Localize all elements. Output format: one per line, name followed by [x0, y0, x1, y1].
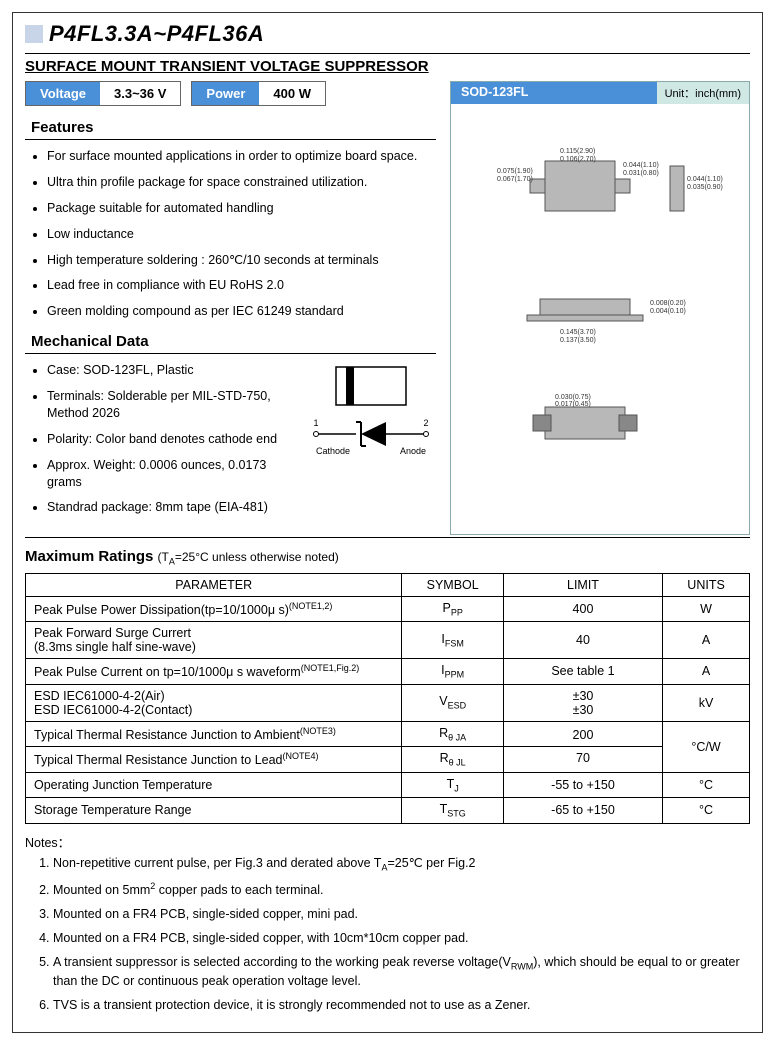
svg-text:0.044(1.10): 0.044(1.10): [687, 176, 723, 183]
svg-text:0.044(1.10): 0.044(1.10): [623, 162, 659, 169]
svg-text:0.106(2.70): 0.106(2.70): [560, 156, 596, 163]
svg-text:0.145(3.70): 0.145(3.70): [560, 329, 596, 336]
package-drawings: 0.115(2.90) 0.106(2.70) 0.075(1.90) 0.06…: [451, 104, 749, 484]
table-row: Storage Temperature Range TSTG -65 to +1…: [26, 798, 750, 824]
table-row: Typical Thermal Resistance Junction to A…: [26, 721, 750, 772]
section-divider: [25, 537, 750, 538]
note-item: Mounted on a FR4 PCB, single-sided coppe…: [53, 906, 750, 923]
package-unit: Unit：inch(mm): [657, 82, 749, 104]
col-units: UNITS: [663, 573, 750, 596]
table-row: Peak Pulse Power Dissipation(tp=10/1000μ…: [26, 596, 750, 622]
max-ratings-text: Maximum Ratings: [25, 548, 153, 565]
package-side-view-icon: 0.145(3.70) 0.137(3.50) 0.008(0.20) 0.00…: [465, 279, 735, 349]
power-value: 400 W: [259, 82, 325, 105]
pin1-label: 1: [313, 418, 318, 428]
feature-item: For surface mounted applications in orde…: [47, 148, 436, 165]
note-item: A transient suppressor is selected accor…: [53, 954, 750, 990]
note-item: Mounted on 5mm2 copper pads to each term…: [53, 880, 750, 899]
mech-item: Standrad package: 8mm tape (EIA-481): [47, 499, 298, 516]
power-chip: Power 400 W: [191, 81, 326, 106]
feature-item: Low inductance: [47, 226, 436, 243]
max-ratings-cond: (TA=25°C unless otherwise noted): [158, 550, 339, 564]
svg-text:0.030(0.75): 0.030(0.75): [555, 394, 591, 401]
feature-item: High temperature soldering : 260℃/10 sec…: [47, 252, 436, 269]
note-item: Mounted on a FR4 PCB, single-sided coppe…: [53, 930, 750, 947]
svg-text:0.017(0.45): 0.017(0.45): [555, 401, 591, 408]
table-row: Peak Forward Surge Currert (8.3ms single…: [26, 622, 750, 659]
mech-item: Polarity: Color band denotes cathode end: [47, 431, 298, 448]
mechanical-list: Case: SOD-123FL, Plastic Terminals: Sold…: [25, 362, 298, 525]
col-limit: LIMIT: [503, 573, 662, 596]
note-item: Non-repetitive current pulse, per Fig.3 …: [53, 855, 750, 874]
datasheet-page: P4FL3.3A~P4FL36A SURFACE MOUNT TRANSIENT…: [12, 12, 763, 1033]
svg-text:0.115(2.90): 0.115(2.90): [560, 148, 595, 155]
package-header: SOD-123FL Unit：inch(mm): [451, 82, 749, 104]
package-pad-view-icon: 0.030(0.75) 0.017(0.45): [465, 387, 735, 457]
mechanical-heading: Mechanical Data: [25, 330, 436, 354]
max-ratings-title: Maximum Ratings (TA=25°C unless otherwis…: [25, 548, 750, 566]
col-symbol: SYMBOL: [402, 573, 503, 596]
package-outline-box: SOD-123FL Unit：inch(mm) 0.115(2.90) 0.10…: [450, 81, 750, 535]
voltage-label: Voltage: [26, 82, 100, 105]
anode-label: Anode: [400, 446, 426, 456]
voltage-chip: Voltage 3.3~36 V: [25, 81, 181, 106]
svg-text:0.137(3.50): 0.137(3.50): [560, 337, 596, 344]
notes-list: Non-repetitive current pulse, per Fig.3 …: [25, 855, 750, 1014]
subtitle: SURFACE MOUNT TRANSIENT VOLTAGE SUPPRESS…: [25, 58, 750, 75]
title-square-icon: [25, 25, 43, 43]
table-row: Operating Junction Temperature TJ -55 to…: [26, 772, 750, 798]
svg-text:0.075(1.90): 0.075(1.90): [497, 168, 533, 175]
svg-text:0.031(0.80): 0.031(0.80): [623, 170, 659, 177]
mech-item: Terminals: Solderable per MIL-STD-750, M…: [47, 388, 298, 422]
left-column: Voltage 3.3~36 V Power 400 W Features Fo…: [25, 81, 436, 535]
title-divider: [25, 53, 750, 54]
cathode-label: Cathode: [316, 446, 350, 456]
voltage-value: 3.3~36 V: [100, 82, 180, 105]
notes-heading: Notes：: [25, 832, 750, 851]
features-list: For surface mounted applications in orde…: [25, 148, 436, 320]
pin2-label: 2: [423, 418, 428, 428]
power-label: Power: [192, 82, 259, 105]
table-row: ESD IEC61000-4-2(Air) ESD IEC61000-4-2(C…: [26, 684, 750, 721]
feature-item: Ultra thin profile package for space con…: [47, 174, 436, 191]
part-number: P4FL3.3A~P4FL36A: [49, 21, 264, 47]
feature-item: Green molding compound as per IEC 61249 …: [47, 303, 436, 320]
feature-item: Package suitable for automated handling: [47, 200, 436, 217]
svg-text:0.008(0.20): 0.008(0.20): [650, 300, 686, 307]
package-name: SOD-123FL: [451, 82, 657, 104]
col-parameter: PARAMETER: [26, 573, 402, 596]
diode-symbol-icon: 1 2 Cathode Anode: [306, 362, 436, 472]
feature-item: Lead free in compliance with EU RoHS 2.0: [47, 277, 436, 294]
svg-text:0.035(0.90): 0.035(0.90): [687, 184, 723, 191]
features-heading: Features: [25, 116, 436, 140]
table-row: Peak Pulse Current on tp=10/1000μ s wave…: [26, 659, 750, 685]
package-top-view-icon: 0.115(2.90) 0.106(2.70) 0.075(1.90) 0.06…: [465, 131, 735, 241]
title-row: P4FL3.3A~P4FL36A: [25, 21, 750, 47]
ratings-table: PARAMETER SYMBOL LIMIT UNITS Peak Pulse …: [25, 573, 750, 824]
mech-item: Case: SOD-123FL, Plastic: [47, 362, 298, 379]
table-header-row: PARAMETER SYMBOL LIMIT UNITS: [26, 573, 750, 596]
svg-text:0.004(0.10): 0.004(0.10): [650, 308, 686, 315]
mech-item: Approx. Weight: 0.0006 ounces, 0.0173 gr…: [47, 457, 298, 491]
note-item: TVS is a transient protection device, it…: [53, 997, 750, 1014]
svg-text:0.067(1.70): 0.067(1.70): [497, 176, 533, 183]
top-section: Voltage 3.3~36 V Power 400 W Features Fo…: [25, 81, 750, 535]
spec-chips: Voltage 3.3~36 V Power 400 W: [25, 81, 436, 106]
mechanical-row: Case: SOD-123FL, Plastic Terminals: Sold…: [25, 362, 436, 535]
